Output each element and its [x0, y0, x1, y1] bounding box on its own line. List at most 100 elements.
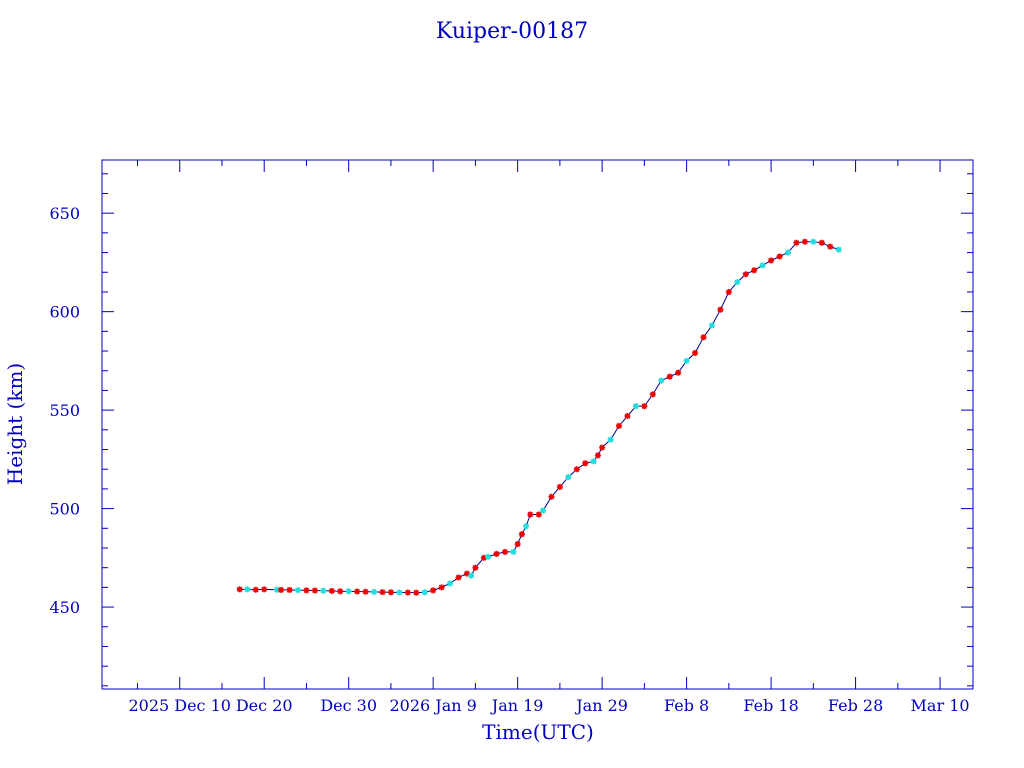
data-point-marker: [413, 589, 420, 596]
marker-stroke: [768, 257, 774, 264]
data-point-marker: [244, 586, 251, 593]
y-tick-label: 450: [49, 598, 80, 617]
data-point-marker: [510, 548, 517, 555]
data-point-marker: [801, 238, 808, 245]
marker-stroke: [345, 588, 352, 595]
plot-frame: [101, 159, 974, 690]
marker-stroke: [405, 589, 411, 596]
data-point-marker: [590, 458, 597, 465]
x-tick-label: 2025 Dec 10: [128, 696, 231, 715]
data-point-marker: [523, 523, 530, 530]
marker-stroke: [776, 253, 783, 260]
marker-stroke: [827, 243, 833, 250]
data-point-marker: [387, 589, 394, 596]
y-tick-label: 550: [49, 401, 80, 420]
data-point-marker: [759, 262, 766, 269]
data-point-marker: [438, 584, 445, 591]
data-point-marker: [404, 589, 411, 596]
data-point-marker: [396, 589, 403, 596]
marker-stroke: [793, 239, 800, 246]
data-point-marker: [700, 334, 707, 341]
x-tick-label: Dec 20: [236, 696, 293, 715]
marker-stroke: [590, 458, 597, 465]
data-point-marker: [556, 483, 563, 490]
marker-stroke: [514, 541, 521, 547]
series-line: [239, 241, 839, 594]
marker-stroke: [274, 586, 280, 593]
marker-stroke: [485, 554, 491, 560]
data-point-marker: [548, 493, 555, 500]
marker-stroke: [658, 377, 665, 384]
marker-stroke: [785, 249, 791, 256]
marker-stroke: [468, 572, 474, 579]
data-point-marker: [501, 548, 508, 555]
data-point-marker: [692, 350, 699, 357]
data-point-marker: [455, 574, 462, 581]
marker-stroke: [650, 391, 656, 398]
marker-stroke: [574, 466, 580, 472]
x-axis-label: Time(UTC): [482, 720, 594, 744]
marker-stroke: [599, 444, 605, 451]
data-point-marker: [421, 589, 428, 596]
marker-stroke: [734, 279, 741, 285]
data-point-marker: [717, 306, 724, 313]
marker-stroke: [595, 452, 601, 459]
marker-stroke: [362, 588, 369, 595]
marker-stroke: [286, 587, 293, 593]
data-point-marker: [430, 587, 437, 594]
data-point-marker: [252, 586, 259, 593]
marker-stroke: [337, 588, 344, 595]
marker-stroke: [447, 580, 453, 587]
data-point-marker: [527, 511, 534, 518]
y-tick-label: 500: [49, 500, 80, 519]
marker-stroke: [557, 484, 563, 490]
data-point-marker: [468, 572, 475, 579]
marker-stroke: [633, 403, 639, 409]
marker-stroke: [510, 549, 517, 555]
data-point-marker: [784, 249, 791, 256]
marker-stroke: [320, 587, 327, 594]
data-point-marker: [827, 243, 834, 250]
data-point-marker: [742, 271, 749, 278]
data-point-marker: [666, 373, 673, 380]
data-point-marker: [632, 403, 639, 410]
marker-stroke: [379, 589, 386, 595]
marker-stroke: [312, 587, 318, 594]
data-point-marker: [793, 239, 800, 246]
marker-stroke: [742, 271, 749, 277]
marker-stroke: [430, 587, 436, 594]
marker-stroke: [236, 586, 243, 593]
data-point-marker: [649, 391, 656, 398]
marker-stroke: [607, 436, 614, 443]
data-point-marker: [278, 586, 285, 593]
marker-stroke: [519, 531, 525, 537]
data-point-marker: [303, 587, 310, 594]
data-point-marker: [594, 452, 601, 459]
marker-stroke: [523, 523, 529, 530]
data-point-marker: [535, 511, 542, 518]
marker-stroke: [819, 239, 825, 246]
data-point-marker: [725, 288, 732, 295]
marker-stroke: [502, 549, 508, 555]
marker-stroke: [616, 423, 622, 429]
x-tick-labels: 2025 Dec 10 Dec 20 Dec 30 2026 Jan 9 Jan 19 J…: [128, 696, 969, 715]
marker-stroke: [388, 589, 394, 596]
data-point-marker: [337, 588, 344, 595]
marker-stroke: [759, 262, 766, 269]
marker-stroke: [726, 289, 732, 295]
data-point-marker: [447, 580, 454, 587]
marker-stroke: [354, 588, 360, 595]
data-point-marker: [616, 422, 623, 429]
data-point-marker: [493, 550, 500, 557]
marker-stroke: [295, 587, 301, 593]
data-point-marker: [708, 322, 715, 329]
marker-stroke: [493, 551, 500, 557]
marker-stroke: [666, 373, 673, 380]
data-point-marker: [371, 588, 378, 595]
marker-stroke: [565, 474, 572, 480]
data-point-marker: [776, 253, 783, 260]
marker-stroke: [413, 589, 420, 596]
data-point-marker: [379, 589, 386, 596]
marker-stroke: [709, 322, 715, 329]
